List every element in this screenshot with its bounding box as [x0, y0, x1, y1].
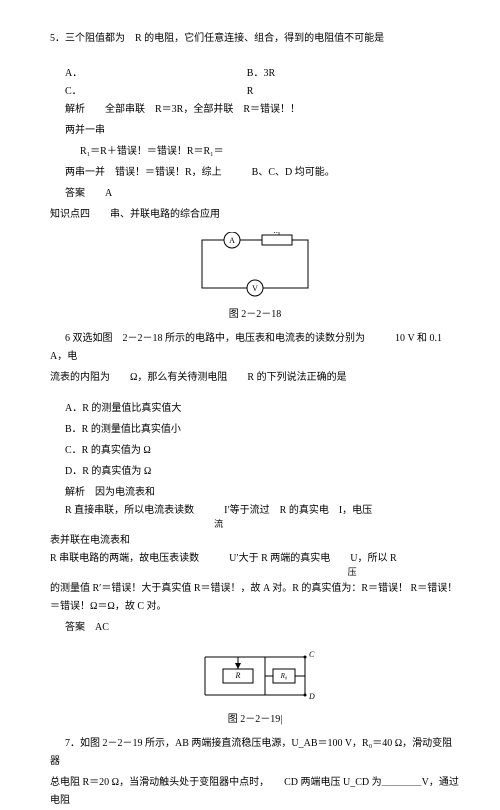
- q5-opt-c-r: R: [247, 83, 444, 101]
- q5-ana2: 两并一串: [50, 122, 460, 140]
- q6-ana2c: 压: [50, 568, 397, 577]
- r0-label: R₀: [273, 232, 281, 235]
- q6-ans: 答案 AC: [50, 619, 460, 637]
- q6-opt-b: B．R 的测量值比真实值小: [50, 421, 460, 439]
- q6-ana1a: 解析 因为电流表和: [65, 487, 155, 498]
- q6-ana1: 解析 因为电流表和 R 直接串联，所以电流表读数 I′等于流过 R 的真实电 I…: [50, 484, 460, 529]
- fig1-caption: 图 2－2－18: [50, 306, 460, 324]
- q5-kp: 知识点四 串、并联电路的综合应用: [50, 206, 460, 224]
- figure-2-2-18: A R₀ V: [50, 232, 460, 302]
- q6-opt-c: C．R 的真实值为 Ω: [50, 442, 460, 460]
- q6-opt-d: D．R 的真实值为 Ω: [50, 463, 460, 481]
- q5-ana1: 解析 全部串联 R＝3R，全部并联 R＝错误！！: [50, 101, 460, 119]
- fig2-caption: 图 2－2－19|: [50, 711, 460, 729]
- q6-stem2: 流表的内阻为 Ω，那么有关待测电阻 R 的下列说法正确的是: [50, 369, 460, 387]
- q5-ans: 答案 A: [50, 185, 460, 203]
- q6-ana2b: R 串联电路的两端，故电压表读数 U′大于 R 两端的真实电 U，所以 R: [50, 550, 397, 568]
- ammeter-label: A: [229, 236, 235, 245]
- svg-text:C: C: [309, 650, 315, 659]
- q6-ana1b: R 直接串联，所以电流表读数 I′等于流过 R 的真实电 I，电压: [50, 502, 372, 520]
- svg-text:R: R: [235, 671, 241, 680]
- q7-stem2: 总电阻 R＝20 Ω，当滑动触头处于变阻器中点时， CD 两端电压 U_CD 为…: [50, 774, 460, 810]
- svg-text:D: D: [308, 692, 315, 701]
- q5-stem: 5．三个阻值都为 R 的电阻，它们任意连接、组合，得到的电阻值不可能是: [50, 30, 460, 48]
- voltmeter-label: V: [252, 284, 258, 293]
- figure-2-2-19: R R₀ C D: [50, 645, 460, 707]
- q5-opt-c: C．: [50, 83, 247, 101]
- q6-ana1c: 流: [50, 520, 372, 529]
- q6-ana2: 表并联在电流表和 R 串联电路的两端，故电压表读数 U′大于 R 两端的真实电 …: [50, 532, 460, 577]
- q6-stem1: 6 双选如图 2－2－18 所示的电路中，电压表和电流表的读数分别为 10 V …: [50, 330, 460, 366]
- q7-stem1: 7．如图 2－2－19 所示，AB 两端接直流稳压电源，U_AB＝100 V，R…: [50, 735, 460, 771]
- q6-opt-a: A．R 的测量值比真实值大: [50, 400, 460, 418]
- svg-text:R₀: R₀: [280, 672, 288, 680]
- q6-ana3: 的测量值 R′＝错误！大于真实值 R＝错误！，故 A 对。R 的真实值为：R＝错…: [50, 580, 460, 616]
- q5-opt-b: B．3R: [247, 65, 444, 83]
- q6-ana2a: 表并联在电流表和: [50, 535, 130, 546]
- q5-opt-a: A．: [50, 65, 247, 83]
- q5-ana3: 两串一并 错误！＝错误！R，综上 B、C、D 均可能。: [50, 164, 460, 182]
- q5-ana2b: R₁＝R＋错误！＝错误！R＝R₁＝: [50, 143, 460, 161]
